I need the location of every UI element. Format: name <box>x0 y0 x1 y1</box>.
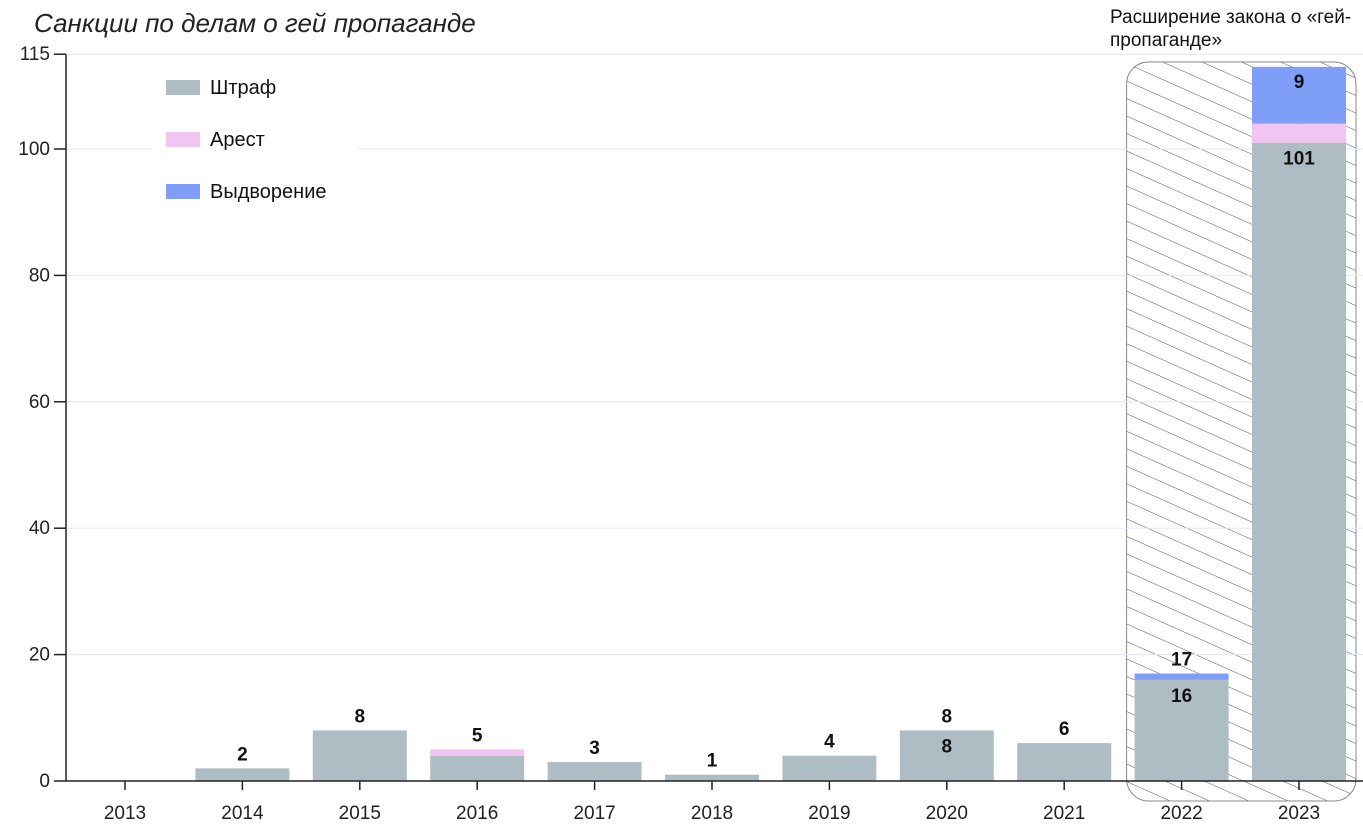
y-tick-label: 0 <box>39 771 50 792</box>
data-label: 3 <box>589 738 600 759</box>
data-label: 1 <box>707 751 718 772</box>
bar-fine <box>665 774 759 781</box>
x-tick-label: 2015 <box>339 803 381 824</box>
bar-fine <box>1134 679 1229 781</box>
legend-label: Штраф <box>210 77 276 99</box>
x-tick-label: 2022 <box>1160 803 1202 824</box>
bar-fine <box>547 762 642 781</box>
bar-arrest <box>1252 123 1346 143</box>
data-label: 8 <box>355 706 366 727</box>
y-tick-label: 115 <box>20 44 50 65</box>
x-tick-label: 2013 <box>104 803 146 824</box>
data-label: 8 <box>942 736 953 757</box>
x-tick-label: 2020 <box>926 803 968 824</box>
legend-label: Выдворение <box>210 181 327 203</box>
x-tick-label: 2023 <box>1278 803 1320 824</box>
legend-swatch <box>166 80 200 95</box>
data-label: 16 <box>1171 686 1192 707</box>
x-tick-label: 2017 <box>573 803 615 824</box>
y-tick-label: 80 <box>29 265 50 286</box>
bar-fine <box>430 755 525 781</box>
bar-fine <box>195 768 290 781</box>
bar-fine <box>1252 142 1346 781</box>
bar-deportation <box>1134 673 1229 680</box>
bar-fine <box>782 755 877 781</box>
law-expansion-annotation: Расширение закона о «гей-пропаганде» <box>1110 7 1352 51</box>
y-tick-label: 60 <box>29 392 50 413</box>
bar-deportation <box>1252 66 1346 124</box>
y-tick-label: 100 <box>18 139 50 160</box>
x-tick-label: 2014 <box>221 803 264 824</box>
bar-fine <box>1017 743 1112 781</box>
y-tick-label: 40 <box>29 518 50 539</box>
legend-swatch <box>166 184 200 199</box>
data-label: 8 <box>942 706 953 727</box>
x-tick-label: 2018 <box>691 803 733 824</box>
legend-label: Арест <box>210 129 265 151</box>
y-tick-label: 20 <box>29 645 50 666</box>
data-label: 4 <box>824 732 835 753</box>
data-label: 101 <box>1283 149 1315 170</box>
data-label: 17 <box>1171 650 1192 671</box>
bar-fine <box>899 730 994 781</box>
data-label: 5 <box>472 725 483 746</box>
data-label: 2 <box>237 744 248 765</box>
x-tick-label: 2016 <box>456 803 498 824</box>
data-label: 9 <box>1294 72 1305 93</box>
x-tick-label: 2021 <box>1043 803 1085 824</box>
data-label: 6 <box>1059 719 1070 740</box>
x-tick-label: 2019 <box>808 803 850 824</box>
bar-fine <box>312 730 407 781</box>
bar-arrest <box>430 749 525 756</box>
legend-swatch <box>166 132 200 147</box>
chart-title: Санкции по делам о гей пропаганде <box>34 8 476 38</box>
